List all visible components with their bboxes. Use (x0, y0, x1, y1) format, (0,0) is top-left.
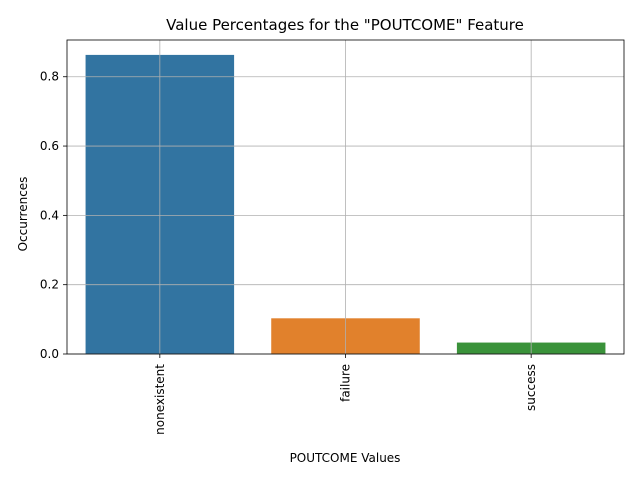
x-tick-label-nonexistent: nonexistent (153, 364, 167, 435)
y-axis-label: Occurrences (16, 177, 30, 252)
x-tick-label-success: success (524, 364, 538, 411)
x-axis-label: POUTCOME Values (290, 451, 401, 465)
chart-title: Value Percentages for the "POUTCOME" Fea… (166, 16, 524, 34)
y-tick-label: 0.0 (40, 347, 59, 361)
x-axis-ticks: nonexistent failure success (153, 354, 538, 435)
y-axis-ticks: 0.0 0.2 0.4 0.6 0.8 (40, 70, 67, 361)
x-tick-label-failure: failure (339, 364, 353, 402)
y-tick-label: 0.4 (40, 208, 59, 222)
y-tick-label: 0.2 (40, 278, 59, 292)
y-tick-label: 0.6 (40, 139, 59, 153)
y-tick-label: 0.8 (40, 70, 59, 84)
